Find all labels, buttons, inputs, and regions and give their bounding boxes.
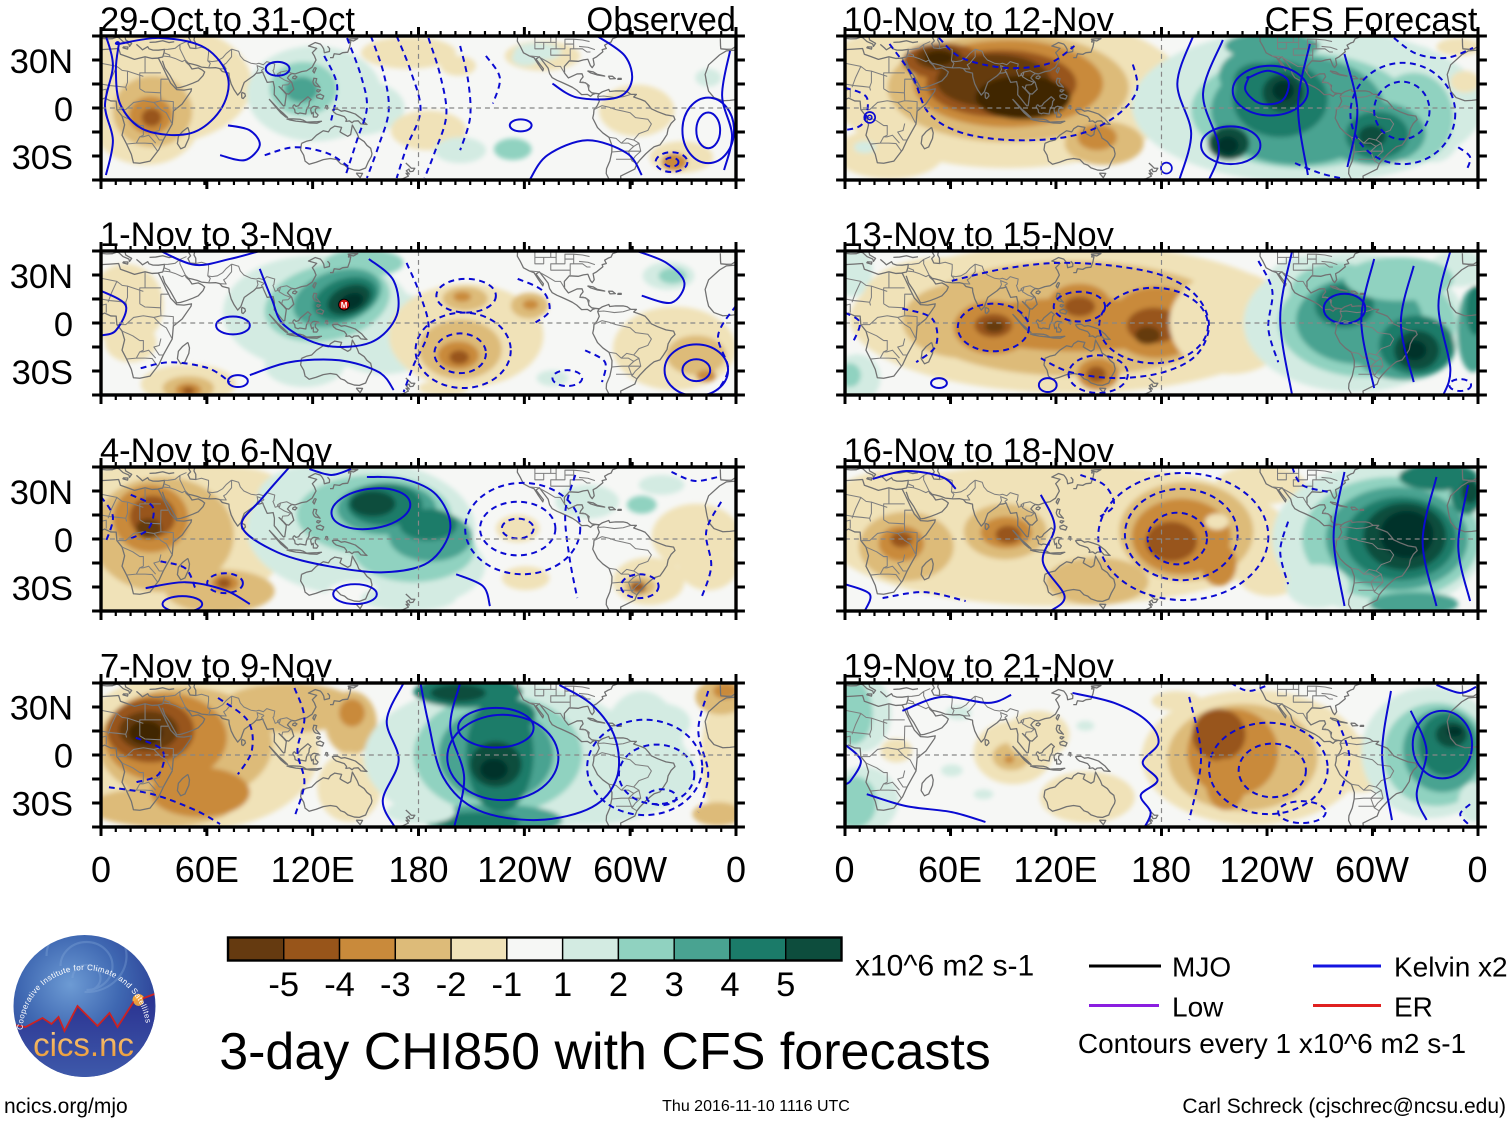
svg-text:-4: -4 bbox=[324, 966, 355, 1004]
svg-text:1: 1 bbox=[553, 966, 572, 1004]
svg-text:120E: 120E bbox=[271, 849, 355, 890]
svg-text:0: 0 bbox=[834, 849, 854, 890]
svg-text:1-Nov to 3-Nov: 1-Nov to 3-Nov bbox=[100, 216, 333, 254]
svg-text:3: 3 bbox=[665, 966, 684, 1004]
svg-text:-3: -3 bbox=[380, 966, 411, 1004]
svg-text:-1: -1 bbox=[492, 966, 523, 1004]
svg-text:0: 0 bbox=[54, 522, 73, 560]
svg-text:-5: -5 bbox=[268, 966, 299, 1004]
svg-text:120W: 120W bbox=[477, 849, 571, 890]
svg-text:30S: 30S bbox=[12, 139, 73, 177]
svg-text:5: 5 bbox=[776, 966, 795, 1004]
svg-text:7-Nov to 9-Nov: 7-Nov to 9-Nov bbox=[100, 648, 333, 686]
svg-text:0: 0 bbox=[54, 738, 73, 776]
svg-text:Thu 2016-11-10 1116 UTC: Thu 2016-11-10 1116 UTC bbox=[662, 1098, 850, 1115]
svg-text:29-Oct to 31-Oct: 29-Oct to 31-Oct bbox=[100, 1, 355, 39]
svg-text:60E: 60E bbox=[918, 849, 982, 890]
svg-text:4-Nov to 6-Nov: 4-Nov to 6-Nov bbox=[100, 432, 333, 470]
svg-text:M: M bbox=[341, 301, 348, 310]
svg-text:10-Nov to 12-Nov: 10-Nov to 12-Nov bbox=[844, 1, 1115, 39]
svg-text:Low: Low bbox=[1172, 992, 1224, 1023]
svg-text:60E: 60E bbox=[175, 849, 239, 890]
svg-text:0: 0 bbox=[726, 849, 746, 890]
svg-text:0: 0 bbox=[54, 306, 73, 344]
svg-text:30S: 30S bbox=[12, 786, 73, 824]
svg-text:16-Nov to 18-Nov: 16-Nov to 18-Nov bbox=[844, 432, 1115, 470]
svg-text:30N: 30N bbox=[10, 474, 73, 512]
svg-text:CFS Forecast: CFS Forecast bbox=[1265, 1, 1478, 39]
svg-text:30S: 30S bbox=[12, 570, 73, 608]
svg-text:120E: 120E bbox=[1013, 849, 1097, 890]
svg-text:60W: 60W bbox=[593, 849, 667, 890]
svg-text:0: 0 bbox=[54, 91, 73, 129]
svg-text:ncics.org/mjo: ncics.org/mjo bbox=[4, 1095, 128, 1118]
svg-text:3-day CHI850 with CFS forecast: 3-day CHI850 with CFS forecasts bbox=[219, 1023, 991, 1081]
svg-text:19-Nov to 21-Nov: 19-Nov to 21-Nov bbox=[844, 648, 1115, 686]
svg-text:Kelvin x2: Kelvin x2 bbox=[1394, 952, 1508, 983]
svg-text:Observed: Observed bbox=[586, 1, 736, 39]
svg-text:180: 180 bbox=[388, 849, 448, 890]
svg-text:30N: 30N bbox=[10, 43, 73, 81]
svg-text:30N: 30N bbox=[10, 690, 73, 728]
svg-text:ER: ER bbox=[1394, 992, 1433, 1023]
svg-text:0: 0 bbox=[1467, 849, 1487, 890]
svg-text:60W: 60W bbox=[1335, 849, 1409, 890]
svg-text:MJO: MJO bbox=[1172, 952, 1231, 983]
svg-text:Carl Schreck (cjschrec@ncsu.ed: Carl Schreck (cjschrec@ncsu.edu) bbox=[1182, 1095, 1506, 1118]
svg-text:2: 2 bbox=[609, 966, 628, 1004]
svg-text:Contours every 1 x10^6 m2 s-1: Contours every 1 x10^6 m2 s-1 bbox=[1078, 1028, 1466, 1059]
svg-text:120W: 120W bbox=[1219, 849, 1313, 890]
svg-text:30S: 30S bbox=[12, 354, 73, 392]
svg-text:0: 0 bbox=[91, 849, 111, 890]
svg-text:30N: 30N bbox=[10, 258, 73, 296]
svg-text:13-Nov to 15-Nov: 13-Nov to 15-Nov bbox=[844, 216, 1115, 254]
svg-text:180: 180 bbox=[1131, 849, 1191, 890]
svg-text:4: 4 bbox=[720, 966, 739, 1004]
svg-text:cics.nc: cics.nc bbox=[33, 1026, 134, 1063]
svg-text:x10^6 m2 s-1: x10^6 m2 s-1 bbox=[855, 950, 1034, 983]
svg-text:-2: -2 bbox=[436, 966, 467, 1004]
